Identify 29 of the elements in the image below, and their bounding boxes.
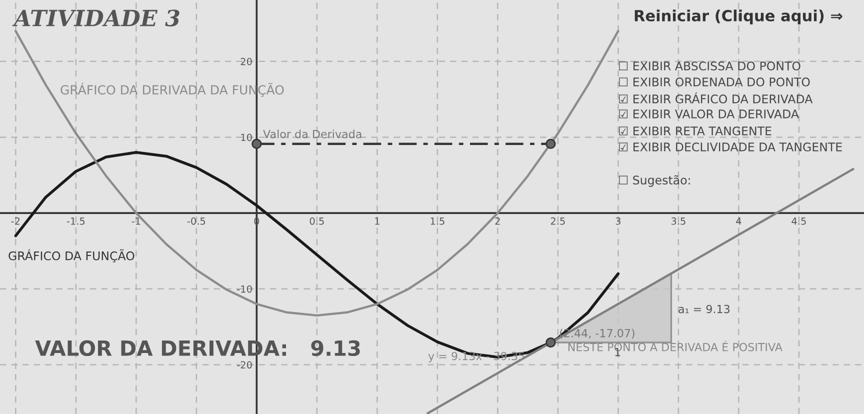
- x-tick-label: 1.5: [430, 218, 444, 225]
- x-tick-label: 1: [375, 218, 380, 225]
- x-tick-label: -2: [11, 217, 20, 225]
- annotation: ☑ EXIBIR GRÁFICO DA DERIVADA: [619, 92, 813, 104]
- x-tick-label: 4.5: [792, 218, 806, 225]
- x-tick-label: 3: [616, 217, 620, 225]
- chart-title: ATIVIDADE 3: [12, 10, 180, 26]
- annotation: ☐ EXIBIR ABSCISSA DO PONTO: [619, 61, 800, 70]
- x-tick-label: 4: [736, 218, 742, 225]
- x-tick-label: 2.5: [550, 217, 565, 225]
- x-tick-label: 3.5: [671, 217, 686, 225]
- y-tick-label: -20: [237, 361, 252, 369]
- y-tick-label: -10: [237, 285, 252, 293]
- x-tick-label: 0.5: [310, 217, 324, 225]
- y-tick-label: 20: [240, 58, 252, 66]
- annotation: ☑ EXIBIR VALOR DA DERIVADA: [619, 109, 799, 118]
- annotation: ☐ Sugestão:: [619, 175, 690, 187]
- x-tick-label: -1: [132, 218, 140, 225]
- y-tick-label: 10: [241, 134, 252, 142]
- annotation: GRÁFICO DA FUNÇÃO: [8, 249, 134, 262]
- x-tick-label: -1.5: [66, 218, 85, 225]
- annotation: Reiniciar (Clique aqui) ⇒: [634, 10, 842, 24]
- annotation: ☑ EXIBIR DECLIVIDADE DA TANGENTE: [619, 142, 842, 152]
- x-tick-label: -0.5: [187, 217, 206, 225]
- annotation: a₁ = 9.13: [678, 304, 730, 314]
- annotation: Valor da Derivada: [263, 130, 362, 138]
- x-tick-label: 2: [495, 217, 500, 225]
- annotation: ☑ EXIBIR RETA TANGENTE: [619, 126, 772, 136]
- annotation: ☐ EXIBIR ORDENADA DO PONTO: [619, 77, 810, 86]
